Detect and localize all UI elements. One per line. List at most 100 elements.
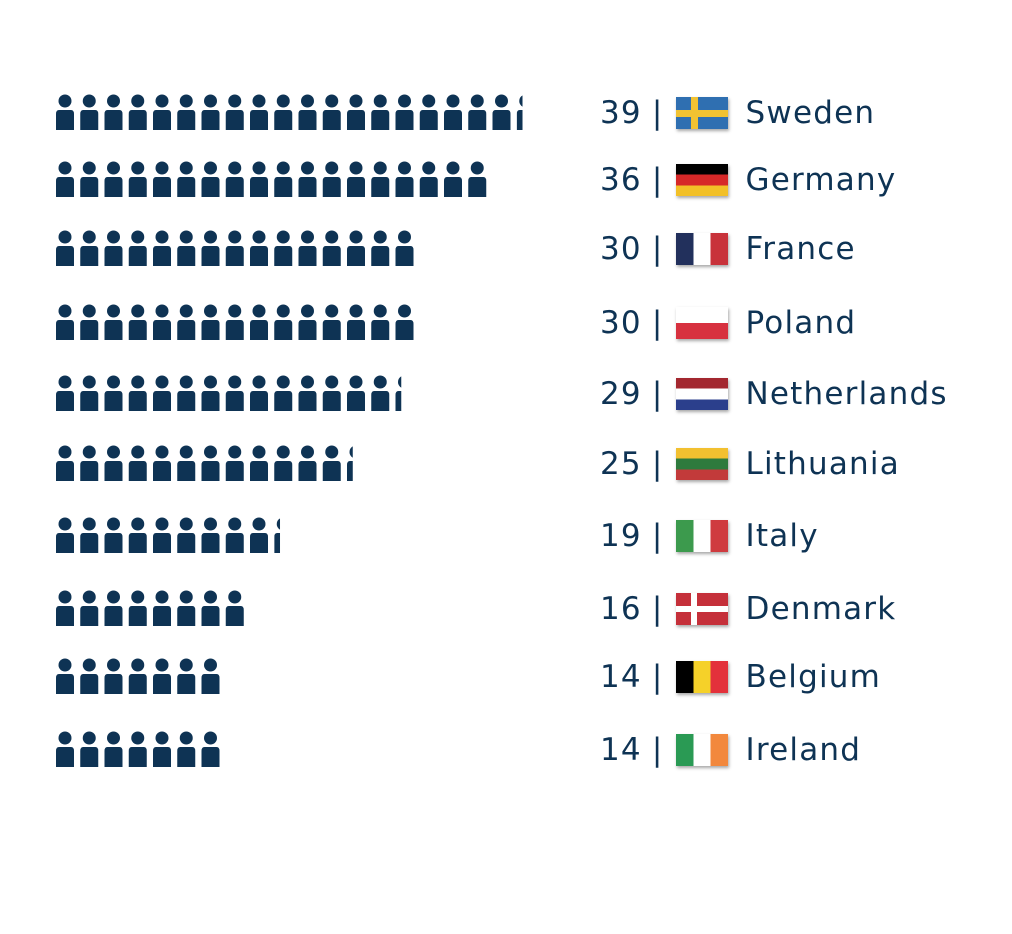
- person-icon: [80, 161, 99, 197]
- person-icon: [274, 445, 293, 481]
- legend-row: 29 | Netherlands: [600, 374, 948, 414]
- value-label: 30: [600, 305, 642, 341]
- person-icon: [153, 445, 171, 481]
- person-icon: [347, 375, 365, 411]
- person-icon: [201, 590, 220, 626]
- person-icon: [419, 94, 438, 130]
- legend-row: 39 | Sweden: [600, 93, 875, 133]
- person-icon: [104, 230, 123, 266]
- person-icon: [444, 161, 462, 197]
- person-icon: [56, 517, 74, 553]
- separator: |: [651, 732, 664, 768]
- person-icon: [56, 658, 74, 694]
- person-icon: [225, 517, 244, 553]
- person-icon: [80, 658, 99, 694]
- legend-row: 25 | Lithuania: [600, 444, 900, 484]
- person-icon: [347, 94, 365, 130]
- person-icon: [177, 230, 196, 266]
- legend-row: 30 | Poland: [600, 303, 856, 343]
- person-icon: [250, 161, 268, 197]
- country-label: Ireland: [745, 732, 862, 768]
- person-icon: [250, 230, 268, 266]
- separator: |: [651, 518, 664, 554]
- value-label: 39: [600, 95, 642, 131]
- person-icon: [468, 161, 487, 197]
- flag-lithuania-icon: [675, 448, 728, 480]
- person-icon: [80, 94, 99, 130]
- person-icon: [153, 304, 171, 340]
- person-icon: [274, 518, 281, 553]
- country-label: Belgium: [745, 659, 882, 695]
- person-icon: [298, 230, 317, 266]
- person-icon: [371, 375, 390, 411]
- person-icon: [56, 590, 74, 626]
- person-icon: [347, 161, 365, 197]
- value-label: 16: [600, 591, 642, 627]
- value-label: 30: [600, 231, 642, 267]
- flag-ireland-icon: [675, 734, 728, 766]
- person-icon: [104, 731, 123, 767]
- separator: |: [651, 162, 664, 198]
- person-icon: [250, 375, 268, 411]
- person-icon: [56, 445, 74, 481]
- person-icon: [274, 94, 293, 130]
- person-icon: [128, 230, 147, 266]
- country-label: Poland: [745, 305, 857, 341]
- person-icon: [56, 375, 74, 411]
- country-label: Italy: [745, 518, 819, 554]
- person-icon: [371, 304, 390, 340]
- person-icon: [395, 376, 402, 411]
- person-icon: [395, 230, 414, 266]
- person-icon: [104, 375, 123, 411]
- person-icon: [56, 94, 74, 130]
- person-icon: [104, 304, 123, 340]
- person-icon: [177, 94, 196, 130]
- legend-row: 36 | Germany: [600, 160, 896, 200]
- flag-poland-icon: [675, 307, 728, 339]
- flag-belgium-icon: [675, 661, 728, 693]
- person-icon: [225, 445, 244, 481]
- person-icon: [225, 230, 244, 266]
- person-icon: [225, 304, 244, 340]
- separator: |: [651, 659, 664, 695]
- person-icon: [104, 517, 123, 553]
- person-icon: [153, 161, 171, 197]
- value-label: 19: [600, 518, 642, 554]
- country-label: Lithuania: [745, 446, 900, 482]
- flag-denmark-icon: [675, 593, 728, 625]
- value-label: 36: [600, 162, 642, 198]
- person-icon: [371, 161, 390, 197]
- separator: |: [651, 231, 664, 267]
- person-icon: [201, 445, 220, 481]
- person-icon: [56, 731, 74, 767]
- person-icon: [347, 304, 365, 340]
- person-icon: [250, 94, 268, 130]
- person-icon: [250, 304, 268, 340]
- person-icon: [56, 161, 74, 197]
- person-icon: [153, 658, 171, 694]
- country-label: Germany: [745, 162, 897, 198]
- person-icon: [201, 161, 220, 197]
- separator: |: [651, 591, 664, 627]
- person-icon: [104, 658, 123, 694]
- person-icon: [250, 445, 268, 481]
- flag-sweden-icon: [675, 97, 728, 129]
- legend-row: 30 | France: [600, 229, 856, 269]
- flag-netherlands-icon: [675, 378, 728, 410]
- person-icon: [225, 94, 244, 130]
- person-icon: [177, 517, 196, 553]
- person-icon: [153, 731, 171, 767]
- person-icon: [104, 445, 123, 481]
- country-label: Sweden: [745, 95, 876, 131]
- person-icon: [444, 94, 462, 130]
- person-icon: [347, 446, 353, 481]
- person-icon: [56, 304, 74, 340]
- person-icon: [225, 161, 244, 197]
- person-icon: [80, 445, 99, 481]
- separator: |: [651, 95, 664, 131]
- person-icon: [80, 375, 99, 411]
- person-icon: [128, 590, 147, 626]
- person-icon: [56, 230, 74, 266]
- person-icon: [128, 445, 147, 481]
